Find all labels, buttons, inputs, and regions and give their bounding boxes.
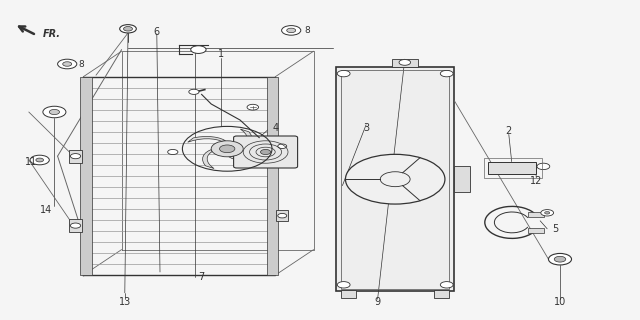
Circle shape: [287, 28, 296, 33]
Text: 2: 2: [506, 126, 512, 136]
Circle shape: [120, 25, 136, 33]
Circle shape: [282, 26, 301, 35]
Text: 10: 10: [554, 297, 566, 308]
Bar: [276, 140, 288, 152]
Bar: [80, 77, 92, 275]
Circle shape: [440, 282, 453, 288]
Circle shape: [30, 155, 49, 165]
Circle shape: [337, 282, 350, 288]
Circle shape: [36, 158, 44, 162]
Text: 14: 14: [40, 204, 52, 215]
Text: 3: 3: [363, 123, 369, 133]
Text: 9: 9: [374, 297, 381, 308]
Bar: [69, 219, 82, 232]
Circle shape: [49, 109, 60, 115]
Circle shape: [346, 154, 445, 204]
Circle shape: [58, 59, 77, 69]
FancyBboxPatch shape: [234, 136, 298, 168]
Circle shape: [124, 27, 132, 31]
Circle shape: [278, 213, 287, 218]
Circle shape: [541, 210, 554, 216]
Circle shape: [70, 154, 81, 159]
Polygon shape: [241, 129, 252, 148]
Circle shape: [278, 144, 287, 148]
Circle shape: [337, 70, 350, 77]
Text: 8: 8: [79, 60, 84, 68]
Circle shape: [70, 223, 81, 228]
Circle shape: [537, 163, 550, 170]
Circle shape: [440, 70, 453, 77]
Circle shape: [211, 141, 243, 157]
Bar: [336, 67, 454, 291]
Circle shape: [191, 46, 206, 53]
Bar: [276, 210, 288, 221]
Text: FR.: FR.: [43, 29, 61, 39]
Circle shape: [168, 149, 178, 155]
Bar: [341, 70, 449, 289]
Circle shape: [220, 145, 235, 153]
Text: 6: 6: [154, 27, 160, 37]
Bar: [392, 59, 418, 67]
Text: 7: 7: [198, 272, 205, 282]
Polygon shape: [203, 149, 214, 169]
Bar: [434, 290, 449, 298]
Circle shape: [554, 256, 566, 262]
Text: 1: 1: [218, 49, 224, 60]
Text: 8: 8: [304, 26, 310, 35]
Bar: [488, 162, 536, 174]
Text: 11: 11: [24, 156, 37, 167]
Polygon shape: [228, 156, 267, 161]
Bar: [341, 290, 356, 298]
Circle shape: [545, 212, 550, 214]
Circle shape: [43, 106, 66, 118]
Bar: [454, 166, 470, 192]
Circle shape: [63, 62, 72, 66]
Circle shape: [260, 149, 271, 155]
Polygon shape: [188, 137, 226, 142]
Bar: [527, 212, 543, 217]
Circle shape: [189, 89, 199, 94]
Bar: [484, 158, 542, 178]
Text: 4: 4: [272, 123, 278, 133]
Circle shape: [399, 60, 411, 65]
Bar: [527, 228, 543, 233]
Text: 13: 13: [118, 297, 131, 308]
Text: 12: 12: [530, 176, 543, 186]
Text: 5: 5: [552, 224, 559, 234]
Bar: [267, 77, 278, 275]
Circle shape: [548, 253, 572, 265]
Circle shape: [247, 104, 259, 110]
Bar: [69, 150, 82, 163]
